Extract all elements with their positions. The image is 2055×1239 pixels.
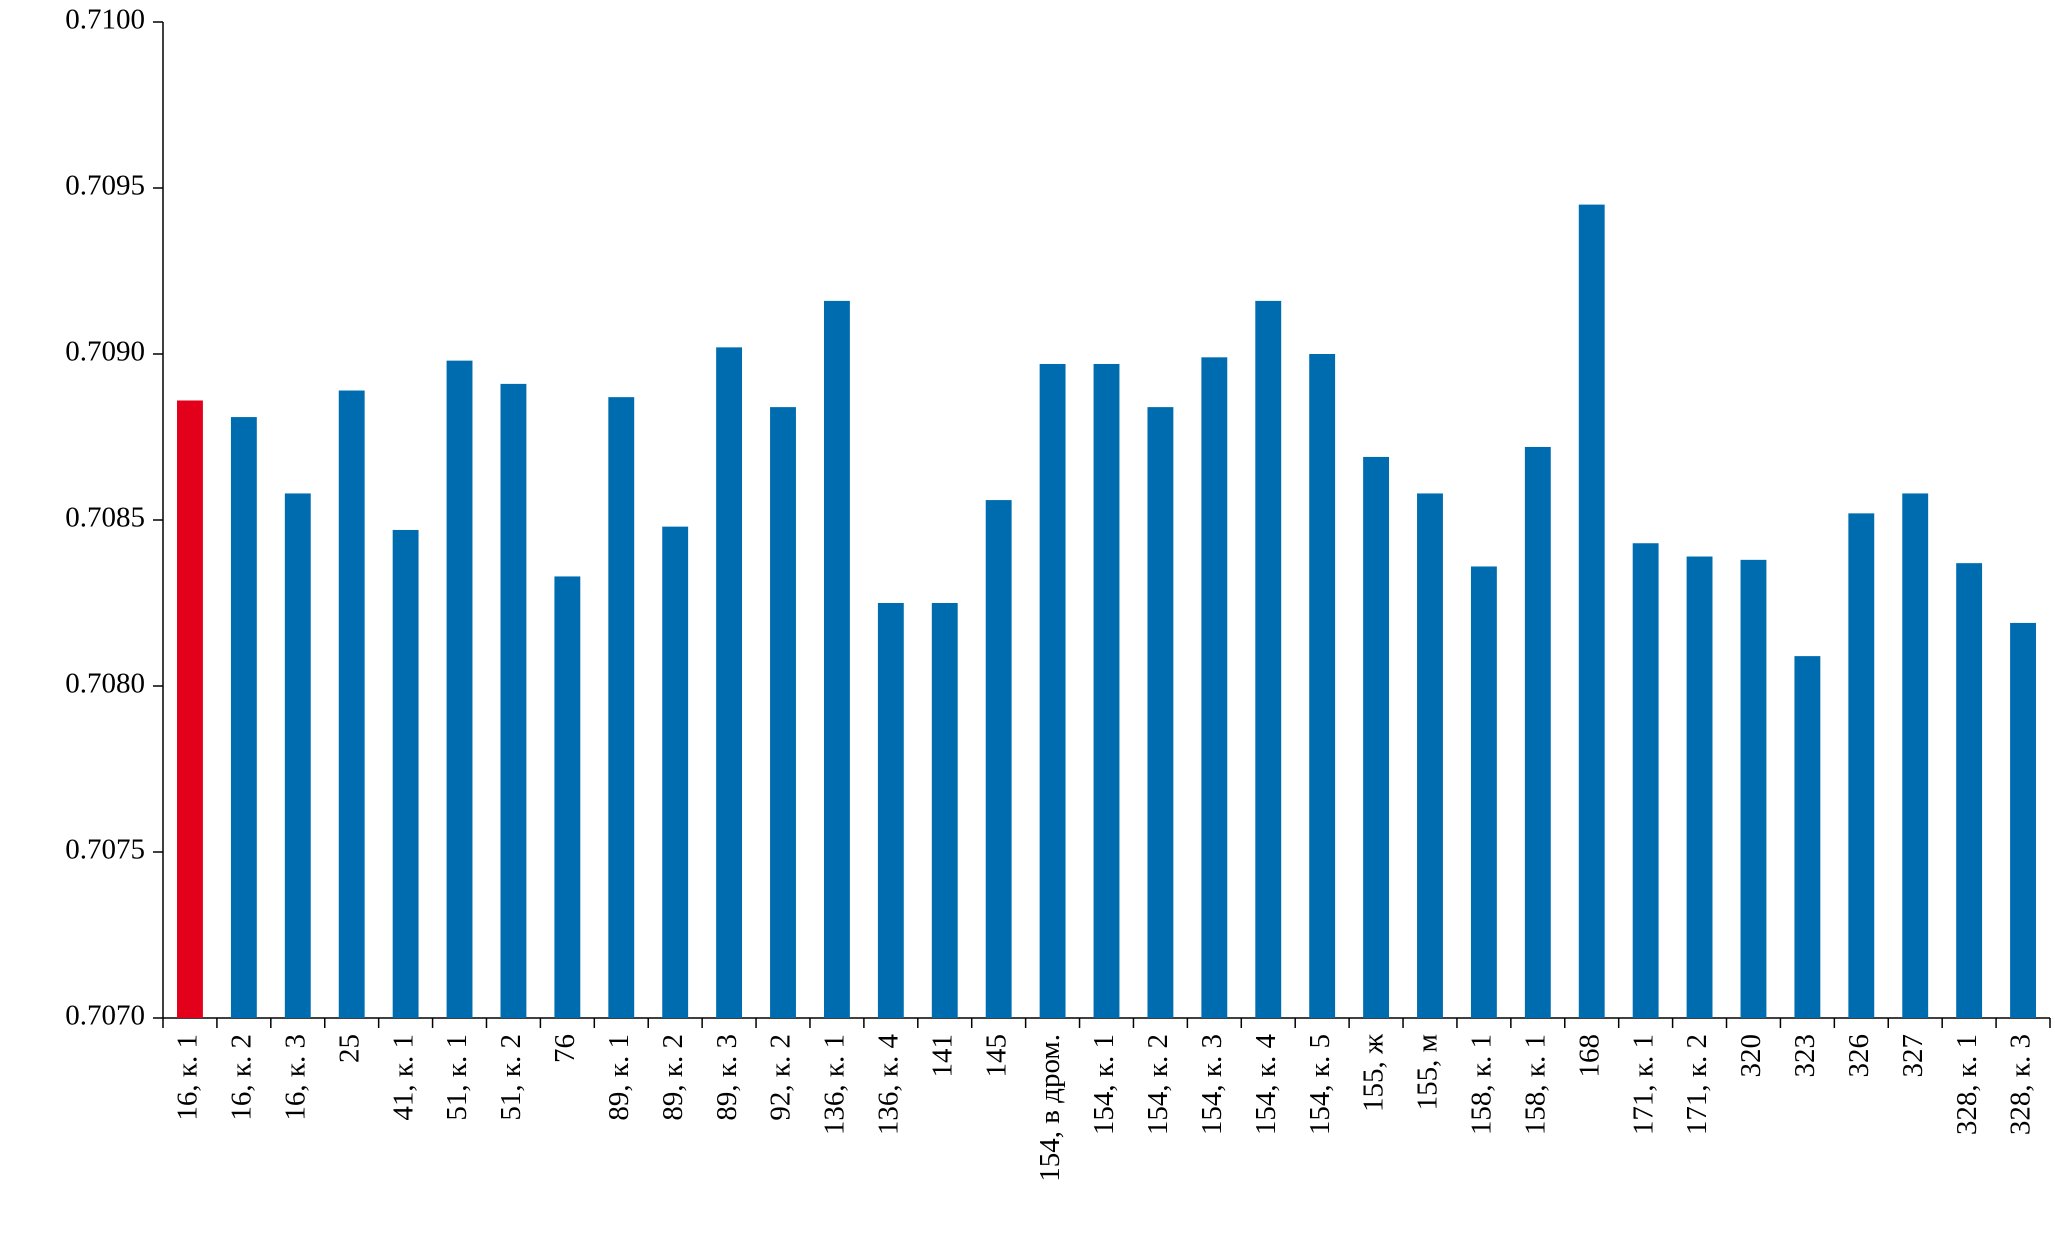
x-tick-label: 158, к. 1 — [1519, 1034, 1551, 1135]
y-tick-label: 0.7095 — [65, 170, 145, 202]
y-tick-label: 0.7100 — [65, 4, 145, 36]
bar — [1093, 363, 1120, 1019]
bar — [1417, 493, 1443, 1018]
x-tick-label: 168 — [1573, 1034, 1605, 1078]
bar — [1794, 656, 1821, 1018]
bar — [392, 529, 419, 1018]
x-tick-label: 326 — [1843, 1034, 1875, 1078]
bar — [1309, 354, 1336, 1018]
bar — [230, 417, 257, 1019]
x-tick-label: 89, к. 3 — [711, 1034, 743, 1121]
bar — [446, 360, 473, 1018]
x-tick-label: 89, к. 2 — [657, 1034, 689, 1121]
bar — [2010, 622, 2036, 1018]
x-tick-label: 328, к. 3 — [2005, 1034, 2037, 1135]
bar — [1255, 300, 1282, 1018]
bar — [1147, 407, 1174, 1018]
y-tick-label: 0.7085 — [65, 502, 145, 534]
x-tick-label: 327 — [1897, 1034, 1929, 1078]
bar — [716, 347, 743, 1018]
x-tick-label: 155, ж — [1358, 1033, 1390, 1112]
x-tick-label: 51, к. 2 — [495, 1034, 527, 1121]
x-tick-label: 154, в дром. — [1034, 1034, 1066, 1182]
bar — [662, 526, 689, 1018]
x-tick-label: 154, к. 4 — [1250, 1034, 1282, 1136]
x-tick-label: 41, к. 1 — [387, 1034, 419, 1121]
bar — [1740, 559, 1767, 1018]
bar — [554, 576, 581, 1018]
x-tick-label: 154, к. 3 — [1196, 1034, 1228, 1135]
x-tick-label: 51, к. 1 — [441, 1034, 473, 1121]
bar — [1686, 556, 1713, 1018]
bar — [1524, 446, 1551, 1019]
x-tick-label: 16, к. 1 — [172, 1034, 204, 1121]
x-tick-label: 320 — [1735, 1034, 1767, 1078]
x-tick-label: 171, к. 2 — [1681, 1034, 1713, 1135]
x-tick-label: 328, к. 1 — [1951, 1034, 1983, 1135]
bar — [1848, 513, 1875, 1018]
bar — [770, 407, 796, 1018]
x-tick-label: 154, к. 2 — [1142, 1034, 1174, 1135]
x-tick-label: 136, к. 4 — [872, 1034, 904, 1136]
y-tick-label: 0.7070 — [65, 1000, 145, 1032]
y-tick-label: 0.7075 — [65, 834, 145, 866]
x-tick-label: 25 — [333, 1034, 365, 1063]
bar — [1201, 357, 1228, 1018]
bar — [1632, 543, 1659, 1018]
x-tick-label: 141 — [926, 1034, 958, 1078]
x-tick-label: 154, к. 1 — [1088, 1034, 1120, 1135]
x-tick-label: 323 — [1789, 1034, 1821, 1078]
x-tick-label: 76 — [549, 1034, 581, 1063]
x-tick-label: 92, к. 2 — [765, 1034, 797, 1121]
bar — [1902, 493, 1929, 1018]
bar — [985, 500, 1012, 1019]
bar — [1956, 563, 1983, 1018]
x-tick-label: 16, к. 2 — [226, 1034, 258, 1121]
bar — [177, 400, 203, 1019]
bar — [1578, 204, 1605, 1019]
bar — [284, 493, 311, 1018]
bar — [931, 603, 958, 1018]
bar — [338, 390, 365, 1018]
x-tick-label: 171, к. 1 — [1627, 1034, 1659, 1135]
y-tick-label: 0.7090 — [65, 336, 145, 368]
bar — [1039, 363, 1066, 1019]
bar — [608, 397, 635, 1018]
x-tick-label: 155, м — [1412, 1034, 1444, 1110]
bar — [1363, 456, 1390, 1018]
x-tick-label: 145 — [980, 1034, 1012, 1078]
bar — [1470, 566, 1497, 1018]
bar — [500, 383, 527, 1018]
x-tick-label: 89, к. 1 — [603, 1034, 635, 1121]
bar — [877, 603, 904, 1018]
x-tick-label: 16, к. 3 — [279, 1034, 311, 1121]
x-tick-label: 136, к. 1 — [819, 1034, 851, 1135]
x-tick-label: 158, к. 1 — [1466, 1034, 1498, 1135]
x-tick-label: 154, к. 5 — [1304, 1034, 1336, 1135]
y-tick-label: 0.7080 — [65, 668, 145, 700]
bar — [823, 300, 850, 1018]
